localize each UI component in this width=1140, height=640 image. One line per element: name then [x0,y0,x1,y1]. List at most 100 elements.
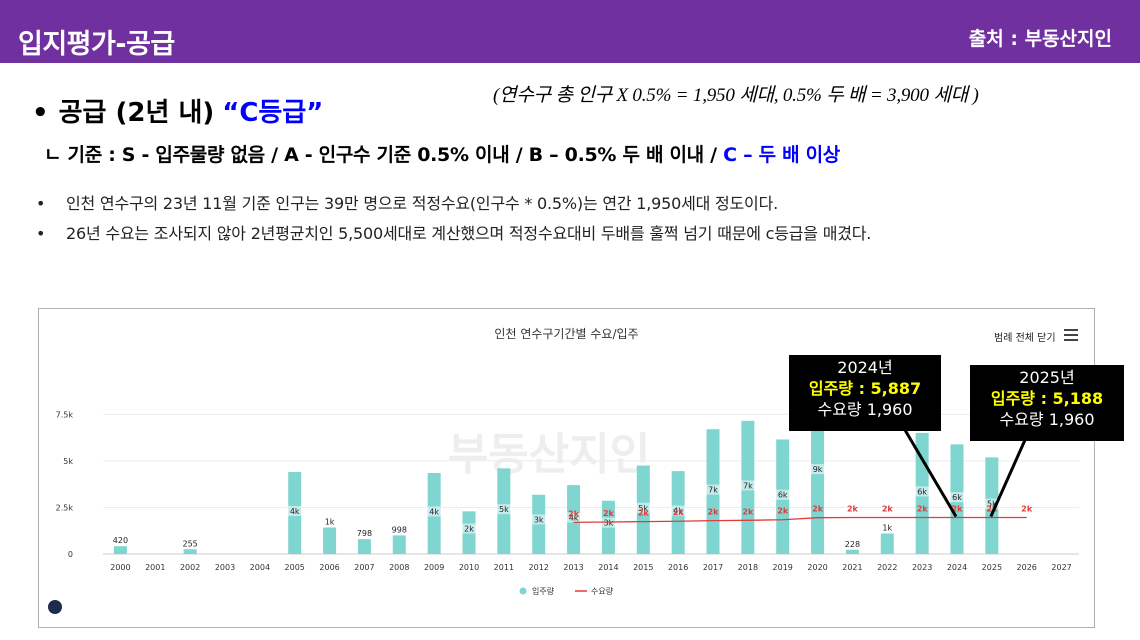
bar-label-bg [565,512,582,523]
note-bullet: • [36,224,46,243]
chart-title: 인천 연수구기간별 수요/입주 [494,327,639,341]
demand-line [573,516,1027,523]
bar-label: 6k [952,493,962,502]
x-tick-label: 2020 [807,563,827,572]
grade-label: “C등급” [222,98,324,128]
y-tick-label: 2.5k [56,503,74,512]
criteria-line: ㄴ 기준 : S - 입주물량 없음 / A - 인구수 기준 0.5% 이내 … [44,140,840,167]
demand-label: 2k [812,505,824,514]
bar-label: 4k [569,514,579,523]
x-tick-label: 2004 [250,563,270,572]
bar-label-bg [182,538,199,549]
bar-label: 5k [499,505,509,514]
bar-label: 3k [604,519,614,528]
bar-label: 798 [357,529,372,538]
bar [323,527,337,554]
bar-label: 6k [917,487,927,496]
x-tick-label: 2009 [424,563,444,572]
bar-label-bg [391,524,408,535]
demand-label: 2k [847,504,859,513]
criteria-highlight: C – 두 배 이상 [723,144,840,166]
x-tick-label: 2011 [494,563,514,572]
bar-label: 6k [778,491,788,500]
bar-label: 7k [743,481,753,490]
demand-label: 2k [986,504,998,513]
note-bullet: • [36,194,46,213]
bar-label: 2k [464,525,474,534]
x-tick-label: 2018 [738,563,758,572]
x-tick-label: 2016 [668,563,688,572]
x-tick-label: 2022 [877,563,897,572]
legend-toggle-button[interactable]: 범례 전체 닫기 [994,333,1056,344]
bar [183,549,197,554]
demand-label: 2k [1021,504,1033,513]
x-tick-label: 2017 [703,563,723,572]
demand-label: 2k [673,508,685,517]
formula-note: (연수구 총 인구 X 0.5% = 1,950 세대, 0.5% 두 배 = … [493,85,979,106]
criteria-text: 기준 : S - 입주물량 없음 / A - 인구수 기준 0.5% 이내 / … [67,144,724,166]
bar-label: 4k [429,507,439,516]
bar-label-bg [739,480,756,491]
callout-supply: 입주량 : 5,887 [808,379,922,398]
bar-label-bg [705,484,721,495]
bar-label-bg [321,516,338,527]
note-item: • 인천 연수구의 23년 11월 기준 인구는 39만 명으로 적정수요(인구수… [36,190,778,214]
x-tick-label: 2007 [354,563,374,572]
callout-2025: 2025년 입주량 : 5,188 수요량 1,960 [970,365,1124,441]
bar-label: 5k [638,504,648,513]
y-tick-label: 0 [68,550,73,559]
bar-label: 1k [882,524,892,533]
demand-label: 2k [638,509,650,518]
heading-label: 공급 (2년 내) [58,98,215,128]
bar-label-bg [286,506,303,517]
bar-label: 1k [325,518,335,527]
x-tick-label: 2001 [145,563,165,572]
x-tick-label: 2002 [180,563,200,572]
callout-demand: 수요량 1,960 [817,400,913,419]
legend-swatch-supply [519,587,527,595]
bar-label: 4k [673,507,683,516]
bar [880,533,894,554]
menu-icon[interactable] [1064,329,1078,341]
bar-label: 4k [290,507,300,516]
supply-heading: • 공급 (2년 내) “C등급” [32,92,323,129]
demand-label: 2k [708,508,720,517]
demand-label: 2k [742,507,754,516]
bar [392,535,406,554]
callout-demand: 수요량 1,960 [999,410,1095,429]
bar-label-bg [844,538,861,549]
note-item: • 26년 수요는 조사되지 않아 2년평균치인 5,500세대로 계산했으며 적… [36,220,871,244]
bar-label: 255 [183,539,198,548]
bar-label-bg [356,528,373,539]
x-tick-label: 2008 [389,563,409,572]
y-tick-label: 5k [63,457,73,466]
bar-label: 7k [708,486,718,495]
bar-label: 228 [845,540,860,549]
x-tick-label: 2012 [529,563,549,572]
demand-label: 2k [603,509,615,518]
note-text: 26년 수요는 조사되지 않아 2년평균치인 5,500세대로 계산했으며 적정… [66,224,872,243]
callout-year: 2024년 [837,358,893,377]
criteria-prefix: ㄴ [44,144,62,166]
bar-label: 420 [113,536,128,545]
demand-label: 2k [777,507,789,516]
bar-label: 3k [534,515,544,524]
callout-year: 2025년 [1019,368,1075,387]
bar-label-bg [879,522,896,533]
heading-bullet: • [32,98,49,128]
callout-supply: 입주량 : 5,188 [990,389,1104,408]
bar [113,546,127,554]
source-label: 출처 : 부동산지인 [968,28,1112,50]
brand-logo-icon [48,600,62,614]
bar-label-bg [112,535,129,546]
demand-label: 2k [917,504,929,513]
legend-label-supply: 입주량 [532,586,555,596]
bar [845,549,859,554]
bar-label-bg [600,517,617,528]
bar-label-bg [530,514,547,525]
chart-watermark: 부동산지인 [448,429,650,480]
x-tick-label: 2024 [947,563,967,572]
x-tick-label: 2013 [563,563,583,572]
bar-label: 9k [813,465,823,474]
x-tick-label: 2021 [842,563,862,572]
